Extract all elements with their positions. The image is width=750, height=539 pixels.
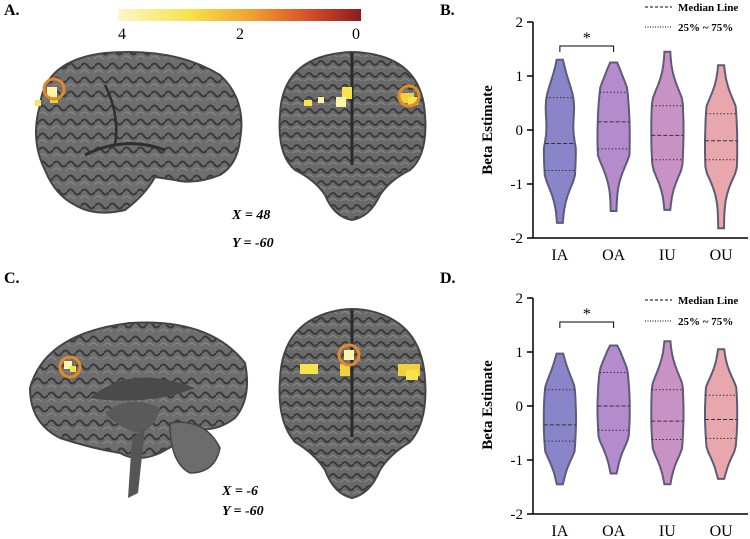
coordinate-y: Y = -60 xyxy=(232,236,274,251)
panel-label-d: D. xyxy=(440,270,456,287)
panel-label-c: C. xyxy=(4,270,20,287)
x-tick-label: IA xyxy=(551,247,568,264)
significance-bracket xyxy=(559,321,615,328)
coronal-brain-image-a xyxy=(278,51,427,222)
violin-OU xyxy=(704,64,739,230)
significance-bracket xyxy=(559,45,615,52)
sagittal-brain-image-a xyxy=(35,50,243,214)
colorbar-tick-2: 2 xyxy=(236,26,244,43)
roi-circle xyxy=(58,355,82,379)
panel-label-a: A. xyxy=(4,2,20,19)
colorbar xyxy=(118,9,361,21)
panel-label-b: B. xyxy=(440,2,455,19)
x-tick-label: IU xyxy=(659,523,676,539)
violin-chart-b: Beta Estimate Median Line 25% ~ 75% -2 -1… xyxy=(480,2,748,264)
y-tick-label: -1 xyxy=(511,453,524,469)
violin-chart-d: Beta Estimate Median Line 25% ~ 75% -2 -1… xyxy=(480,291,748,539)
y-tick-label: 1 xyxy=(516,345,524,361)
violin-IU xyxy=(650,340,685,486)
y-axis-label: Beta Estimate xyxy=(480,85,496,175)
roi-circle xyxy=(397,84,421,108)
roi-circle xyxy=(42,77,66,101)
sagittal-brain-image-c xyxy=(28,321,248,498)
coronal-brain-image-c xyxy=(278,308,427,500)
y-tick-label: -1 xyxy=(511,177,524,193)
x-tick-label: OA xyxy=(602,247,626,264)
coordinate-y: Y = -60 xyxy=(222,504,264,519)
violin-IA xyxy=(542,58,577,224)
y-tick-label: 2 xyxy=(516,15,524,31)
y-tick-label: 1 xyxy=(516,69,524,85)
violin-OA xyxy=(596,344,631,475)
legend-median: Median Line xyxy=(678,2,738,14)
chart-legend: Median Line 25% ~ 75% xyxy=(645,2,738,34)
violin-OA xyxy=(596,61,631,212)
x-tick-label: OU xyxy=(710,523,734,539)
x-tick-label: IA xyxy=(551,523,568,539)
x-tick-label: OA xyxy=(602,523,626,539)
y-tick-label: 0 xyxy=(516,399,524,415)
significance-star: * xyxy=(583,30,591,47)
significance-star: * xyxy=(583,306,591,323)
violin-OU xyxy=(704,348,739,480)
y-tick-label: 2 xyxy=(516,291,524,307)
legend-quartiles: 25% ~ 75% xyxy=(678,22,733,34)
y-axis-label: Beta Estimate xyxy=(480,360,496,450)
x-tick-label: IU xyxy=(659,247,676,264)
y-tick-label: -2 xyxy=(511,231,524,247)
colorbar-tick-4: 4 xyxy=(118,26,126,43)
coordinate-x: X = -6 xyxy=(222,484,258,499)
roi-circle xyxy=(337,343,361,367)
chart-legend: Median Line 25% ~ 75% xyxy=(645,295,738,328)
y-tick-label: 0 xyxy=(516,123,524,139)
x-tick-label: OU xyxy=(710,247,734,264)
coordinate-x: X = 48 xyxy=(232,208,271,223)
legend-median: Median Line xyxy=(678,295,738,307)
colorbar-tick-0: 0 xyxy=(352,26,360,43)
y-tick-label: -2 xyxy=(511,507,524,523)
violin-IA xyxy=(542,352,577,486)
legend-quartiles: 25% ~ 75% xyxy=(678,316,733,328)
violin-IU xyxy=(650,50,685,211)
